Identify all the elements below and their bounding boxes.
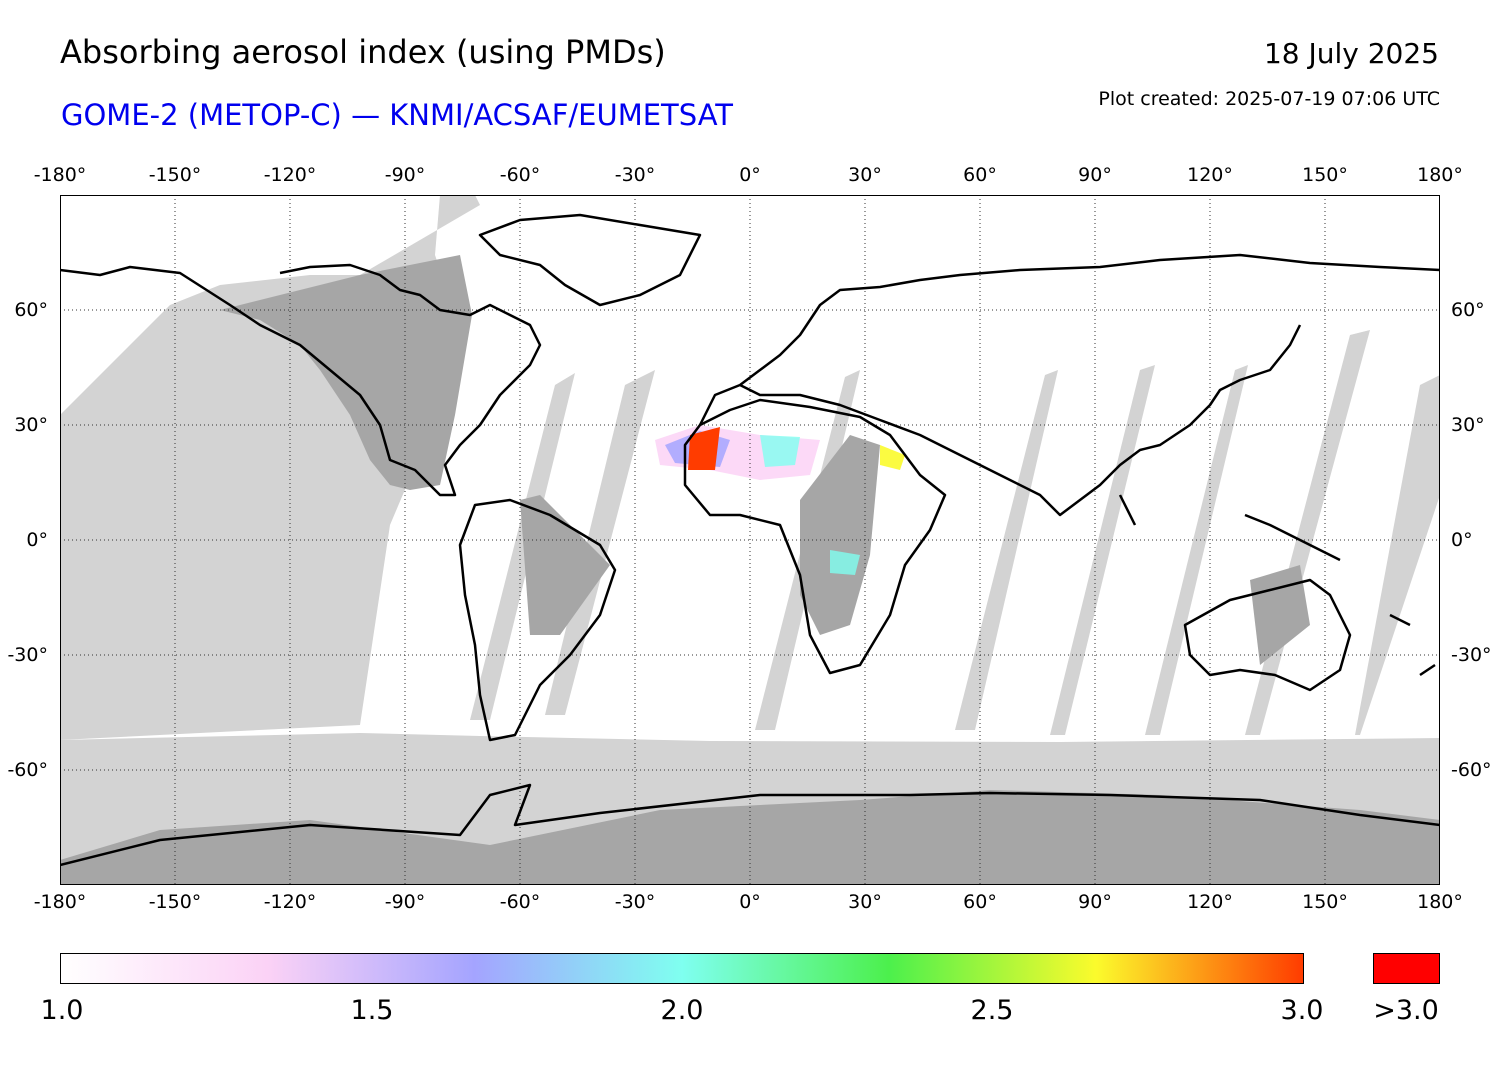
lon-tick-bottom: 0° [739, 891, 761, 913]
lat-tick-right: 30° [1451, 414, 1485, 436]
lat-tick-left: -30° [7, 644, 48, 666]
land-no-data [60, 790, 1440, 885]
lon-tick-top: 120° [1187, 164, 1233, 186]
colorbar-label: 1.0 [40, 995, 84, 1026]
lon-tick-bottom: 150° [1302, 891, 1348, 913]
coastline-south-america [458, 498, 617, 742]
colorbar-label: 2.5 [970, 995, 1014, 1026]
map-date: 18 July 2025 [1263, 37, 1439, 70]
lon-tick-bottom: 30° [848, 891, 882, 913]
swath-gap [470, 373, 575, 720]
lat-tick-right: 60° [1451, 299, 1485, 321]
lat-tick-right: 0° [1451, 529, 1473, 551]
lat-tick-right: -30° [1451, 644, 1492, 666]
lon-tick-bottom: -30° [614, 891, 656, 913]
lon-tick-bottom: -180° [33, 891, 87, 913]
lon-tick-top: 150° [1302, 164, 1348, 186]
plot-created-timestamp: Plot created: 2025-07-19 07:06 UTC [1098, 88, 1440, 110]
lon-tick-top: -90° [384, 164, 426, 186]
swath-gap [545, 370, 655, 715]
aerosol-plume-mid [830, 550, 860, 575]
lon-tick-top: 90° [1078, 164, 1112, 186]
lon-tick-bottom: 180° [1417, 891, 1463, 913]
colorbar [60, 953, 1304, 984]
lon-tick-bottom: 120° [1187, 891, 1233, 913]
lon-tick-bottom: -90° [384, 891, 426, 913]
colorbar-label: 1.5 [350, 995, 394, 1026]
lon-tick-top: -150° [148, 164, 202, 186]
lat-tick-left: 30° [14, 414, 48, 436]
lon-tick-top: -180° [33, 164, 87, 186]
map-title: Absorbing aerosol index (using PMDs) [60, 33, 666, 71]
lon-tick-top: 60° [963, 164, 997, 186]
coastline-africa [683, 398, 947, 675]
map-subtitle: GOME-2 (METOP-C) — KNMI/ACSAF/EUMETSAT [61, 98, 734, 132]
coastline-antarctica [60, 783, 1440, 867]
aerosol-plume-mid [880, 445, 905, 470]
land-no-data [220, 255, 472, 490]
coastline-north-america [60, 263, 542, 497]
lat-tick-right: -60° [1451, 759, 1492, 781]
colorbar-over-label: >3.0 [1373, 995, 1439, 1026]
aerosol-plume-mid [760, 435, 800, 467]
lon-tick-bottom: 60° [963, 891, 997, 913]
lon-tick-top: 180° [1417, 164, 1463, 186]
coastline-australia [1183, 578, 1352, 692]
swath-gap [1355, 375, 1440, 735]
aerosol-plume-high [688, 427, 720, 470]
lon-tick-bottom: -150° [148, 891, 202, 913]
lat-tick-left: 60° [14, 299, 48, 321]
colorbar-label: 3.0 [1280, 995, 1324, 1026]
coastline-europe-asia [698, 253, 1440, 517]
colorbar-label: 2.0 [660, 995, 704, 1026]
lon-tick-bottom: -120° [263, 891, 317, 913]
lon-tick-top: -120° [263, 164, 317, 186]
land-no-data [800, 435, 880, 635]
lon-tick-top: -30° [614, 164, 656, 186]
swath-gap [955, 370, 1058, 730]
swath-gap [1145, 365, 1248, 735]
lat-tick-left: -60° [7, 759, 48, 781]
coastline-islands [1118, 494, 1436, 677]
lon-tick-top: 0° [739, 164, 761, 186]
lat-tick-left: 0° [26, 529, 48, 551]
land-no-data [520, 495, 610, 635]
lon-tick-bottom: -60° [499, 891, 541, 913]
colorbar-over-max-box [1373, 953, 1440, 984]
coastline-greenland [478, 213, 702, 307]
lon-tick-top: -60° [499, 164, 541, 186]
lon-tick-bottom: 90° [1078, 891, 1112, 913]
aerosol-map [60, 195, 1440, 885]
lon-tick-top: 30° [848, 164, 882, 186]
